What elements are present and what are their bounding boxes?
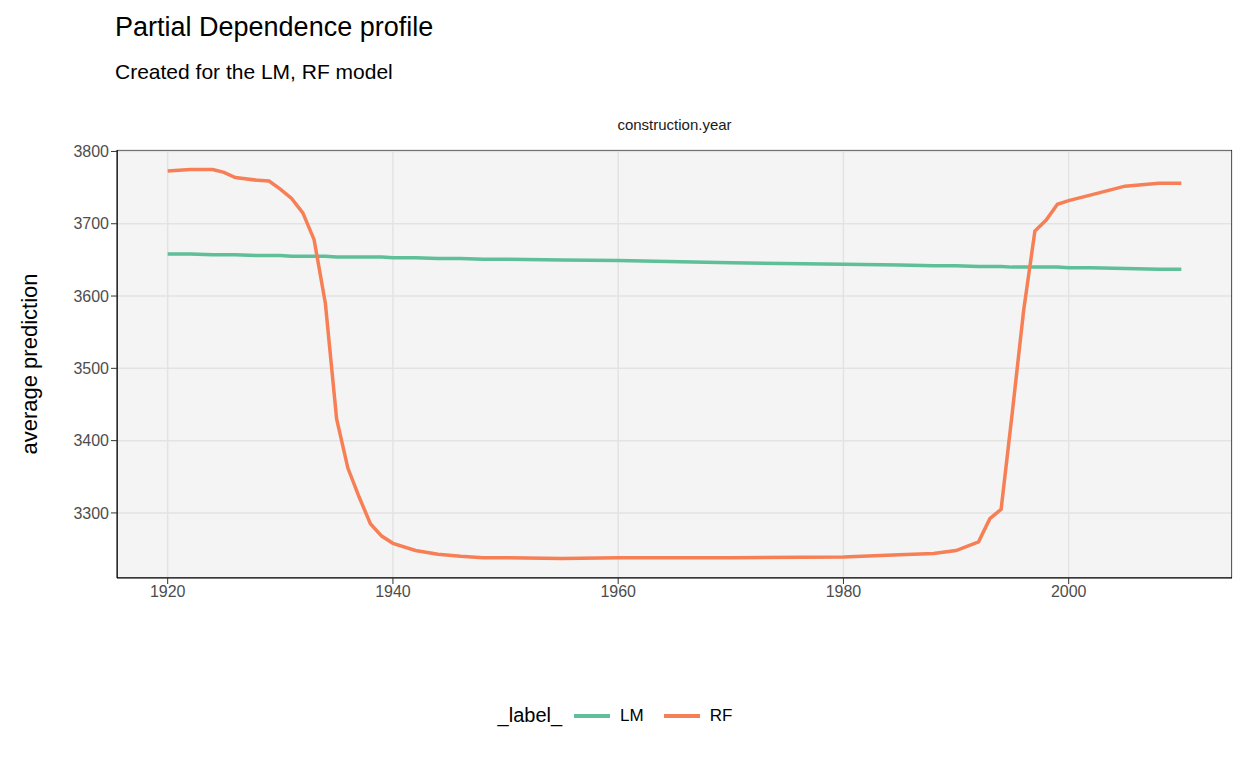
svg-text:3400: 3400 (73, 432, 109, 449)
svg-text:3700: 3700 (73, 215, 109, 232)
svg-text:1940: 1940 (375, 583, 411, 600)
svg-text:3300: 3300 (73, 505, 109, 522)
svg-text:3600: 3600 (73, 288, 109, 305)
html-text:_label_: _label_ (497, 704, 563, 726)
html-text:construction.year: construction.year (617, 116, 732, 133)
svg-text:1960: 1960 (600, 583, 636, 600)
html-text:Created for the LM, RF model: Created for the LM, RF model (115, 60, 393, 83)
html-text:Partial Dependence profile: Partial Dependence profile (115, 12, 434, 42)
svg-text:1980: 1980 (826, 583, 862, 600)
svg-text:1920: 1920 (150, 583, 186, 600)
svg-text:3800: 3800 (73, 143, 109, 160)
svg-text:3500: 3500 (73, 360, 109, 377)
svg-text:2000: 2000 (1051, 583, 1087, 600)
html-text:average prediction: average prediction (17, 273, 42, 455)
html-text:LM: LM (620, 705, 644, 725)
html-text:RF: RF (709, 705, 733, 725)
